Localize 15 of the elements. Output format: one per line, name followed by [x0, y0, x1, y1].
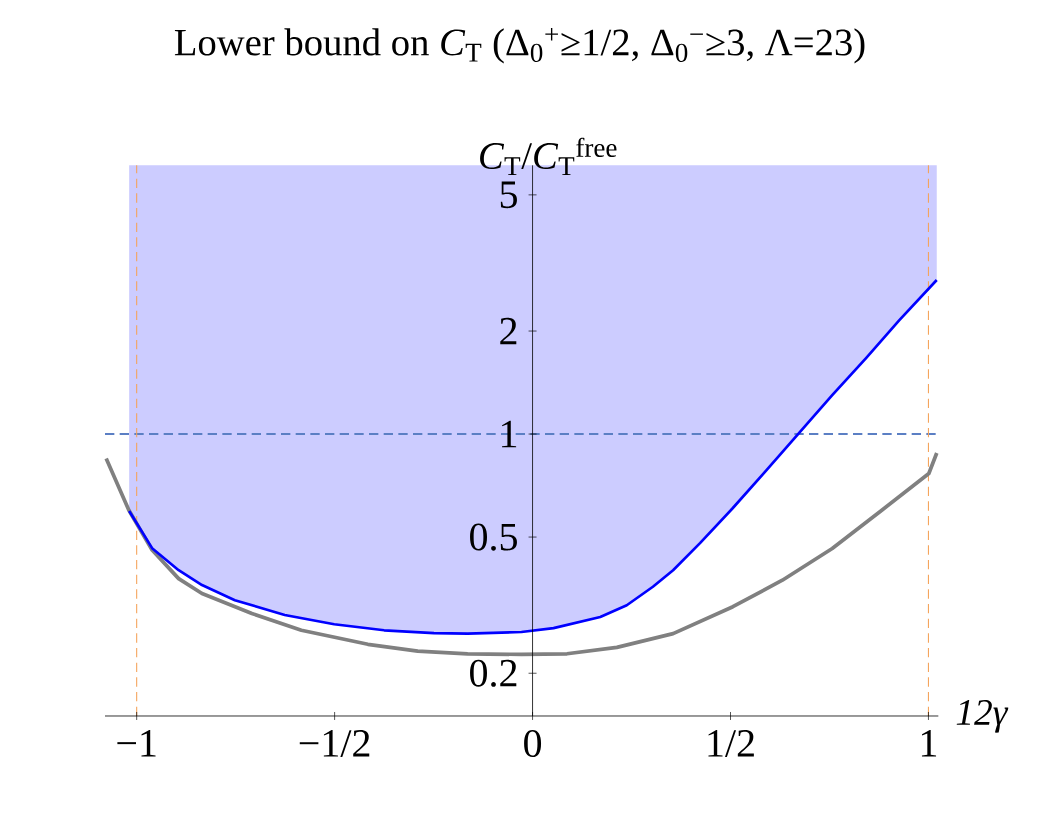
y-tick-label: 0.5 — [470, 523, 517, 551]
chart-title: Lower bound on C$_{T}$ (Δ$_{0}$$^{+}$≥1/2, Δ$_{0}$$^{−}$≥3, Λ=23) — [174, 27, 865, 64]
y-tick-label: 2 — [500, 317, 517, 345]
x-axis-title: 12γ — [956, 699, 1009, 733]
x-tick-label: 1 — [921, 730, 937, 757]
line-series — [104, 451, 939, 657]
y-tick-label: 0.2 — [470, 659, 517, 687]
y-tick-label: 1 — [502, 420, 517, 448]
x-tick-label: −1/2 — [299, 730, 370, 757]
x-tick-label: 0 — [524, 730, 542, 758]
line-series — [127, 278, 939, 636]
y-tick-label: 5 — [500, 181, 517, 209]
x-tick-label: −1 — [117, 730, 156, 757]
y-axis-title: C$_{T}$/C$_{T}$free — [480, 137, 617, 176]
x-tick-label: 1/2 — [708, 730, 754, 757]
